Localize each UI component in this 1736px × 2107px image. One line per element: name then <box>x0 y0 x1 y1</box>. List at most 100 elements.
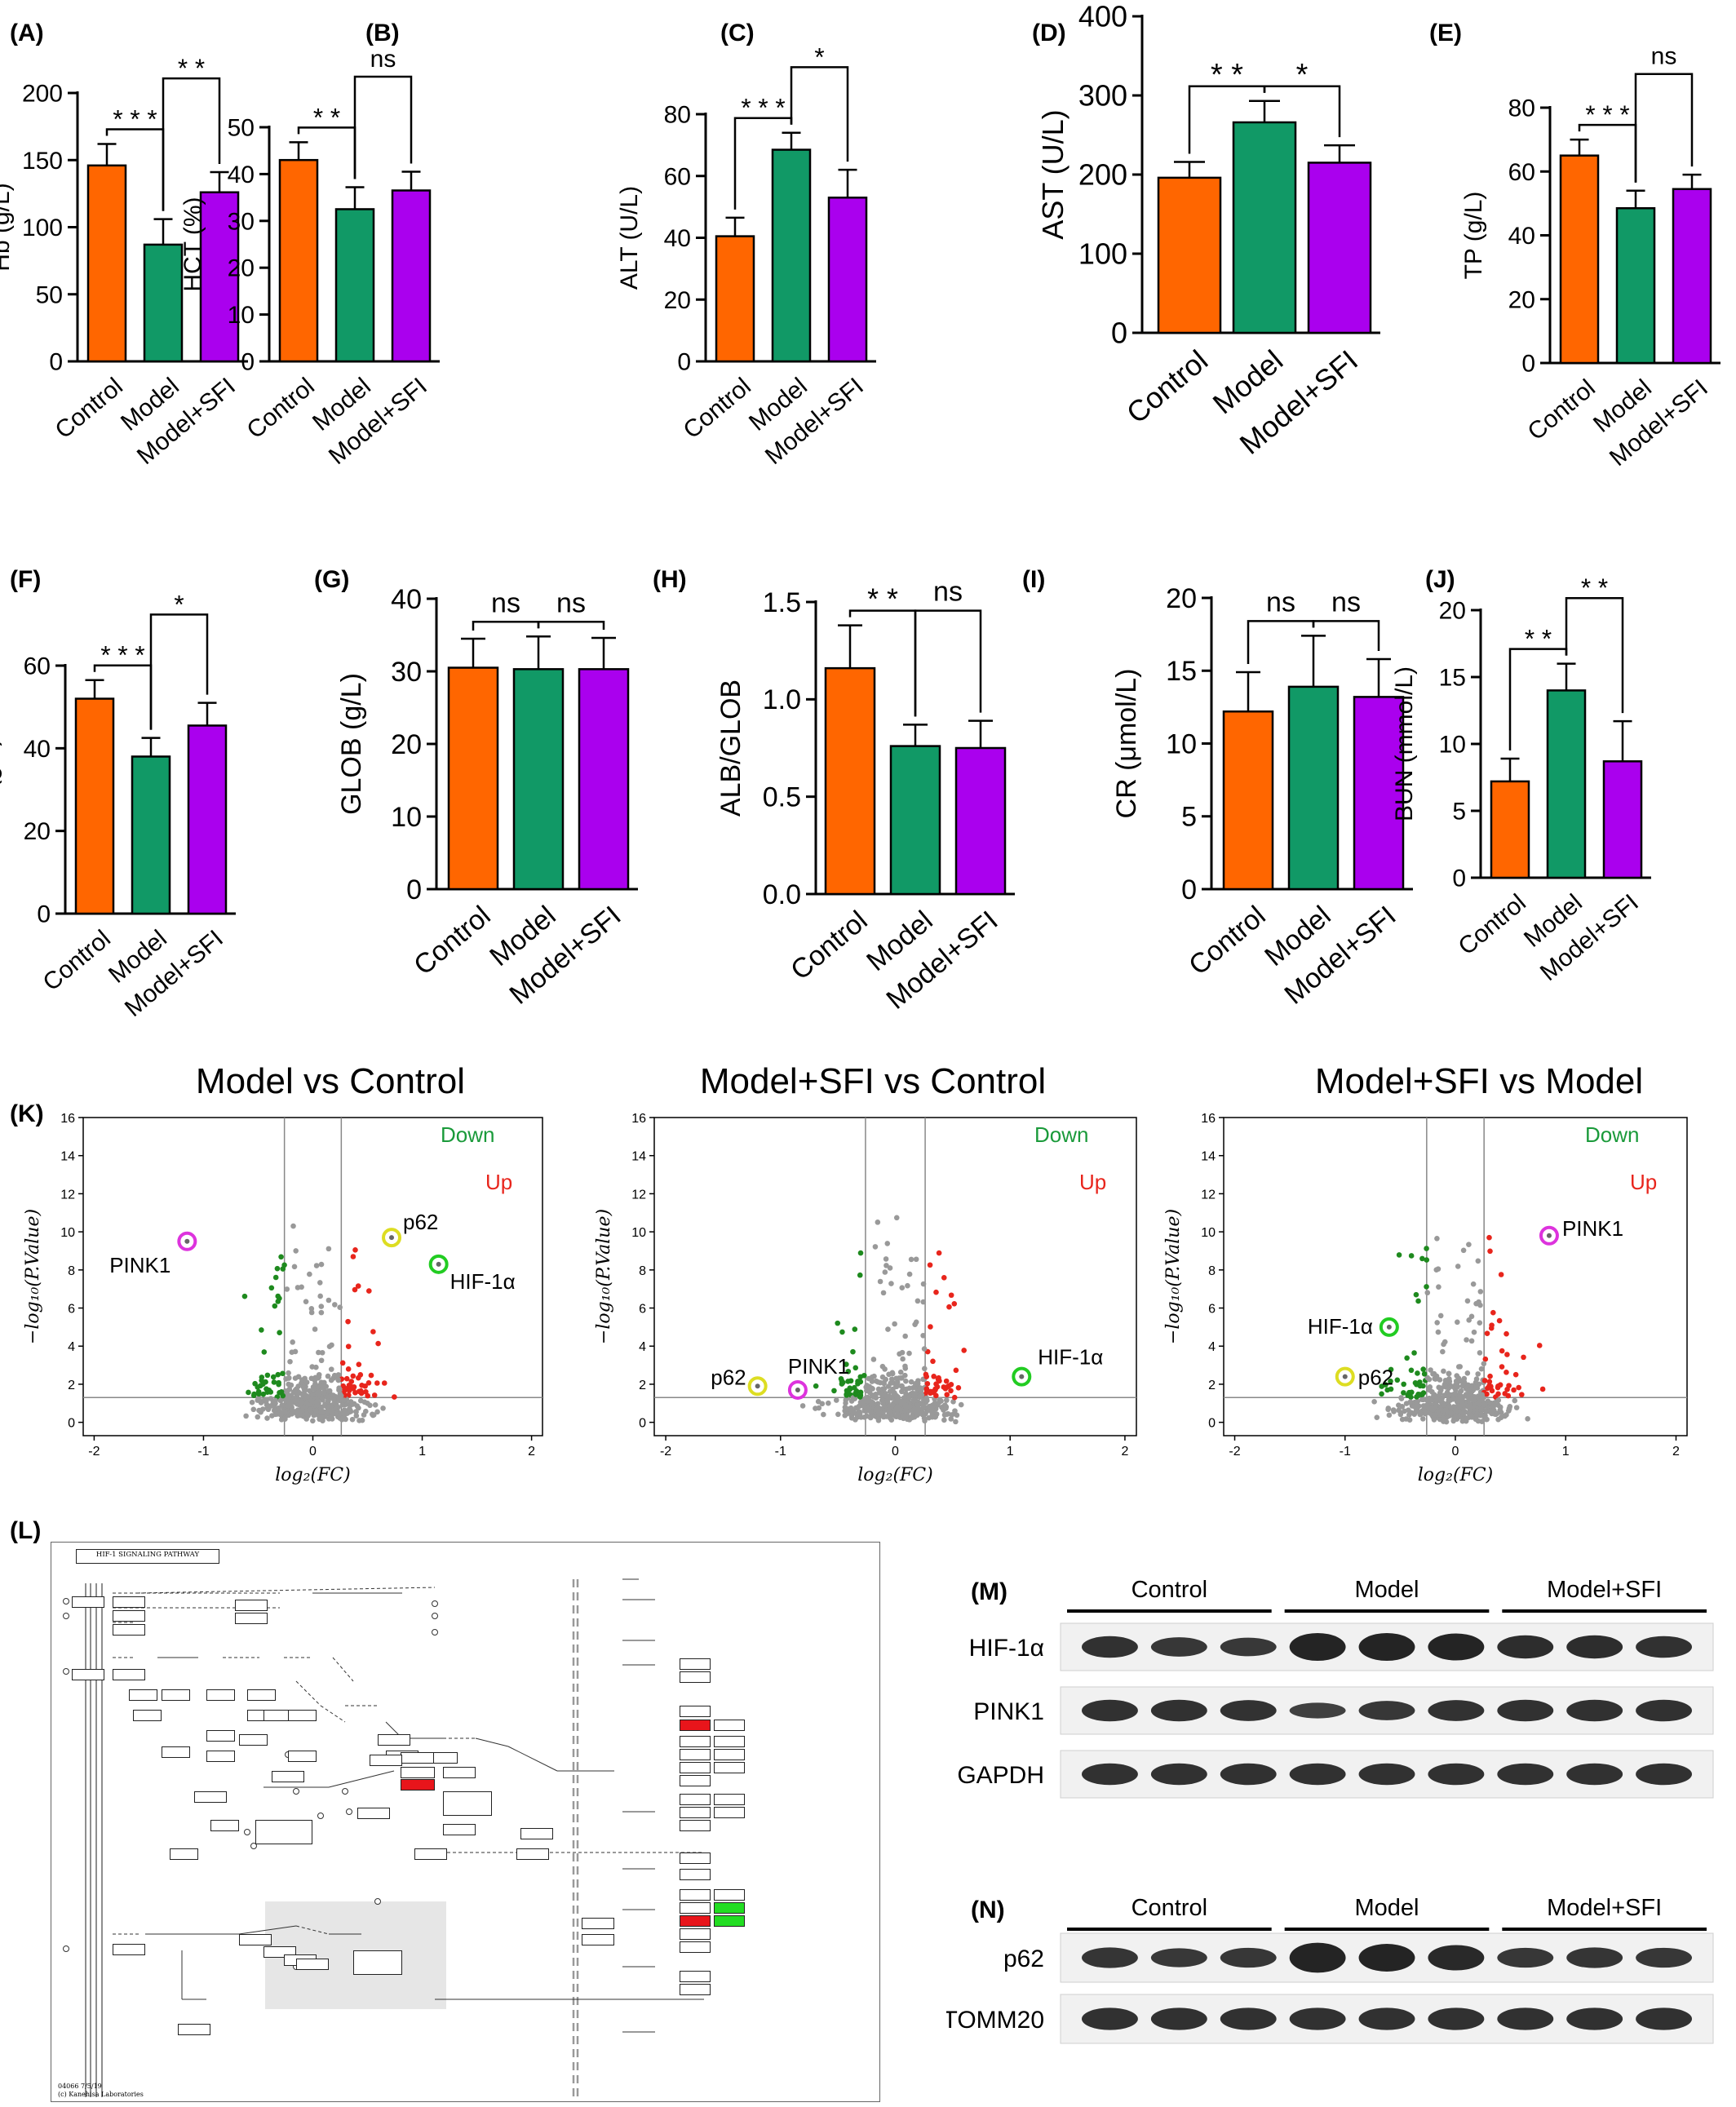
y-tick-label: 12 <box>60 1188 75 1202</box>
y-tick-label: 100 <box>22 215 63 241</box>
x-tick-label: 2 <box>1121 1445 1128 1459</box>
legend-down: Down <box>1585 1122 1639 1147</box>
significance-label: ns <box>933 577 963 608</box>
y-tick-label: 20 <box>391 729 422 760</box>
significance-label: * * <box>313 102 340 131</box>
significance-label: * * <box>1525 624 1552 653</box>
kegg-highlight-box <box>401 1779 435 1791</box>
significance-label: ns <box>491 587 520 618</box>
category-label: Control <box>679 373 756 444</box>
western-blot-m: Control Model Model+SFI HIF-1α PINK1 GAPDH <box>946 1562 1729 1823</box>
y-tick-label: 200 <box>1078 158 1127 192</box>
y-tick-label: 50 <box>228 115 255 142</box>
bar-model-sfi <box>1307 162 1372 334</box>
kegg-gene-box <box>680 1807 711 1818</box>
kegg-node-box <box>520 1828 553 1839</box>
kegg-pathway-diagram: HIF-1 SIGNALING PATHWAY 04066 7/5/19 (c)… <box>51 1542 880 2102</box>
bar-model-sfi <box>391 189 432 363</box>
x-tick-label: 0 <box>892 1445 899 1459</box>
bar-model <box>131 755 171 915</box>
x-tick-label: -2 <box>1229 1445 1240 1459</box>
category-label: Control <box>1183 900 1271 981</box>
kegg-node-box <box>288 1710 317 1721</box>
gene-label: HIF-1α <box>1038 1345 1103 1370</box>
kegg-gene-box <box>680 1706 711 1717</box>
kegg-gene-box <box>714 1720 745 1731</box>
y-axis-label: BUN (mmol/L) <box>1391 666 1418 821</box>
panel-label: (H) <box>653 566 687 593</box>
blot-group-label: Model <box>1355 1895 1419 1921</box>
y-tick-label: 10 <box>1439 732 1466 759</box>
kegg-node-box <box>162 1689 190 1701</box>
y-tick-label: 10 <box>1201 1226 1216 1240</box>
legend-up: Up <box>1630 1170 1657 1194</box>
y-tick-label: 60 <box>664 163 691 190</box>
panel-label: (D) <box>1032 20 1066 46</box>
y-tick-label: 0 <box>1111 316 1127 350</box>
y-tick-label: 5 <box>1181 802 1197 833</box>
kegg-node-box <box>443 1824 476 1835</box>
category-label: Control <box>242 373 320 444</box>
y-tick-label: 0 <box>37 901 51 928</box>
bar-control <box>715 235 755 363</box>
y-tick-label: 40 <box>1508 223 1535 250</box>
x-tick-label: 2 <box>528 1445 535 1459</box>
y-tick-label: 60 <box>1508 159 1535 186</box>
y-tick-label: 4 <box>639 1340 646 1354</box>
significance-bracket: * * <box>162 53 221 211</box>
kegg-gene-box <box>680 1658 711 1670</box>
blot-row-label: p62 <box>1003 1945 1044 1972</box>
kegg-gene-box <box>680 1869 711 1880</box>
y-tick-label: 10 <box>228 302 255 329</box>
kegg-node-box <box>414 1848 447 1860</box>
y-tick-label: 0 <box>241 349 255 376</box>
blot-strip <box>1060 1622 1714 1671</box>
y-tick-label: 40 <box>228 162 255 188</box>
significance-label: ns <box>1266 587 1295 617</box>
bar-model <box>1546 689 1587 879</box>
x-tick-label: 1 <box>1562 1445 1570 1459</box>
bar-model-sfi <box>578 668 630 891</box>
y-axis-label: CR (μmol/L) <box>1111 669 1142 819</box>
significance-label: * * <box>867 583 898 616</box>
kegg-node-box <box>113 1624 145 1636</box>
kegg-node-box <box>582 1918 614 1929</box>
kegg-node-box <box>582 1934 614 1945</box>
y-tick-label: 1.0 <box>763 684 801 715</box>
x-tick-label: -1 <box>775 1445 786 1459</box>
y-tick-label: 0 <box>677 349 691 376</box>
bar-model <box>512 668 565 891</box>
significance-label: * * * <box>113 104 157 134</box>
bar-control <box>1559 154 1600 365</box>
panel-label-m: (M) <box>971 1578 1008 1605</box>
kegg-node-box <box>443 1791 492 1816</box>
kegg-gene-box <box>680 1762 711 1773</box>
bar-panel-h: (H)0.00.51.01.5ALB/GLOBControlModelModel… <box>653 566 1015 1016</box>
kegg-node-box <box>129 1689 157 1701</box>
kegg-node-box <box>516 1848 549 1860</box>
significance-bracket: * <box>790 42 849 162</box>
significance-bracket: ns <box>472 587 540 631</box>
legend-down: Down <box>1034 1122 1088 1147</box>
y-tick-label: 50 <box>36 281 63 308</box>
kegg-node-box <box>370 1755 402 1766</box>
y-tick-label: 14 <box>631 1150 646 1164</box>
y-tick-label: 8 <box>68 1264 75 1278</box>
kegg-gene-box <box>680 1736 711 1747</box>
gene-annotation-pink1: PINK1 <box>787 1354 849 1400</box>
kegg-node-box <box>162 1746 190 1758</box>
y-tick-label: 40 <box>24 736 51 763</box>
panel-label: (E) <box>1429 20 1462 46</box>
y-tick-label: 0 <box>639 1417 646 1431</box>
y-tick-label: 20 <box>1439 598 1466 625</box>
y-axis-label: −log₁₀(P.Value) <box>594 1209 614 1344</box>
blot-group-label: Control <box>1132 1895 1208 1921</box>
y-tick-label: 16 <box>1201 1112 1216 1126</box>
category-label: Control <box>1454 889 1531 960</box>
kegg-footer-id: 04066 7/5/19 <box>58 2083 102 2090</box>
y-tick-label: 2 <box>1208 1379 1216 1392</box>
y-axis-label: −log₁₀(P.Value) <box>1163 1209 1184 1344</box>
volcano-title: Model+SFI vs Model <box>1315 1061 1643 1101</box>
bar-model <box>1615 206 1656 365</box>
